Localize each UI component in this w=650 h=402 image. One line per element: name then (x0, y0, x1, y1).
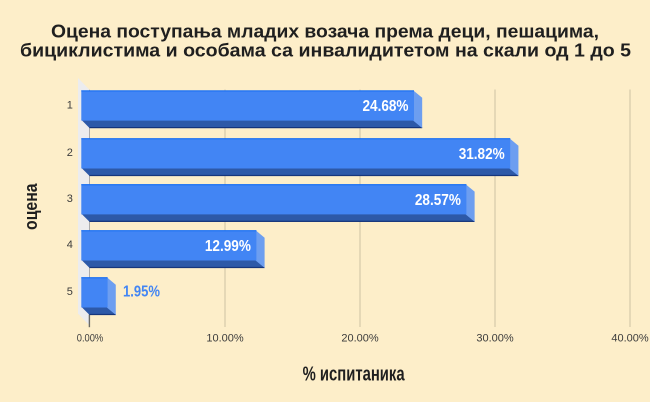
svg-text:1: 1 (67, 99, 73, 111)
svg-text:30.00%: 30.00% (476, 332, 514, 344)
svg-text:Оцена поступања младих возача: Оцена поступања младих возача према деци… (51, 21, 599, 42)
svg-text:20.00%: 20.00% (341, 332, 379, 344)
svg-text:% испитаника: % испитаника (303, 363, 406, 385)
svg-text:оцена: оцена (20, 183, 41, 230)
svg-text:4: 4 (67, 239, 73, 251)
svg-text:бициклистима и особама са инва: бициклистима и особама са инвалидитетом … (20, 40, 631, 61)
svg-text:24.68%: 24.68% (363, 98, 409, 115)
svg-text:2: 2 (67, 147, 73, 159)
svg-text:31.82%: 31.82% (459, 146, 505, 163)
svg-text:0.00%: 0.00% (77, 332, 104, 344)
svg-text:10.00%: 10.00% (206, 332, 244, 344)
svg-text:1.95%: 1.95% (123, 284, 160, 301)
svg-text:12.99%: 12.99% (205, 238, 251, 255)
svg-text:5: 5 (67, 286, 73, 298)
svg-text:3: 3 (67, 193, 73, 205)
svg-text:40.00%: 40.00% (611, 332, 649, 344)
svg-text:28.57%: 28.57% (415, 192, 461, 209)
